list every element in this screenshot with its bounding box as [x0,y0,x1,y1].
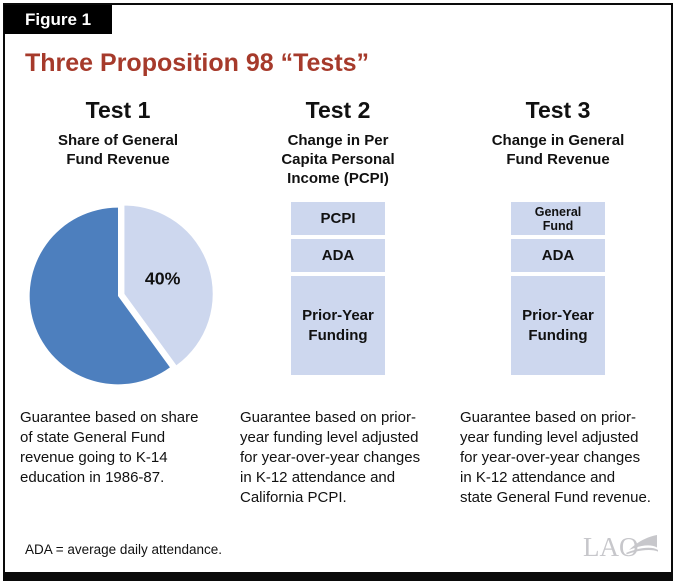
stack-test3: General Fund ADA Prior-Year Funding [511,202,605,375]
box-prior-year-funding-test2: Prior-Year Funding [291,276,385,375]
test2-heading: Test 2 [305,97,371,123]
test3-heading: Test 3 [525,97,591,123]
pie-slice-60 [29,207,170,385]
test3-description-cell: Guarantee based on prior- year funding l… [454,405,662,508]
test1-header: Test 1 Share of General Fund Revenue [14,97,222,200]
test3-header: Test 3 Change in General Fund Revenue [454,97,662,200]
test3-box-stack: General Fund ADA Prior-Year Funding [454,200,662,405]
pie-slice-40 [124,205,213,366]
pie-label-40pct: 40% [145,268,181,288]
lao-logo-svg: LAO [583,532,658,562]
test2-box-stack: PCPI ADA Prior-Year Funding [234,200,442,405]
lao-logo-underline-icon [626,547,658,555]
three-test-grid: Test 1 Share of General Fund Revenue Tes… [14,97,662,508]
box-general-fund: General Fund [511,202,605,235]
test1-pie-chart: 40% [14,200,222,405]
box-ada-test2: ADA [291,239,385,272]
figure-label: Figure 1 [4,5,113,34]
test1-subtitle: Share of General Fund Revenue [57,132,179,168]
box-ada-test3: ADA [511,239,605,272]
test2-subtitle: Change in Per Capita Personal Income (PC… [281,132,395,187]
test2-header: Test 2 Change in Per Capita Personal Inc… [234,97,442,200]
test1-heading: Test 1 [85,97,151,123]
test1-description-cell: Guarantee based on share of state Genera… [14,405,222,508]
stack-test2: PCPI ADA Prior-Year Funding [291,202,385,375]
test3-description: Guarantee based on prior- year funding l… [460,409,651,506]
pie-chart-svg: 40% [29,205,213,385]
test1-description: Guarantee based on share of state Genera… [20,409,199,486]
test2-description: Guarantee based on prior- year funding l… [240,409,421,506]
lao-logo: LAO [582,529,660,570]
lao-logo-text: LAO [583,532,639,562]
box-prior-year-funding-test3: Prior-Year Funding [511,276,605,375]
figure-title: Three Proposition 98 “Tests” [25,49,370,77]
lao-logo-swoosh-icon [629,535,657,550]
test2-description-cell: Guarantee based on prior- year funding l… [234,405,442,508]
test3-subtitle: Change in General Fund Revenue [491,132,625,168]
footnote-ada: ADA = average daily attendance. [25,542,223,557]
box-pcpi: PCPI [291,202,385,235]
